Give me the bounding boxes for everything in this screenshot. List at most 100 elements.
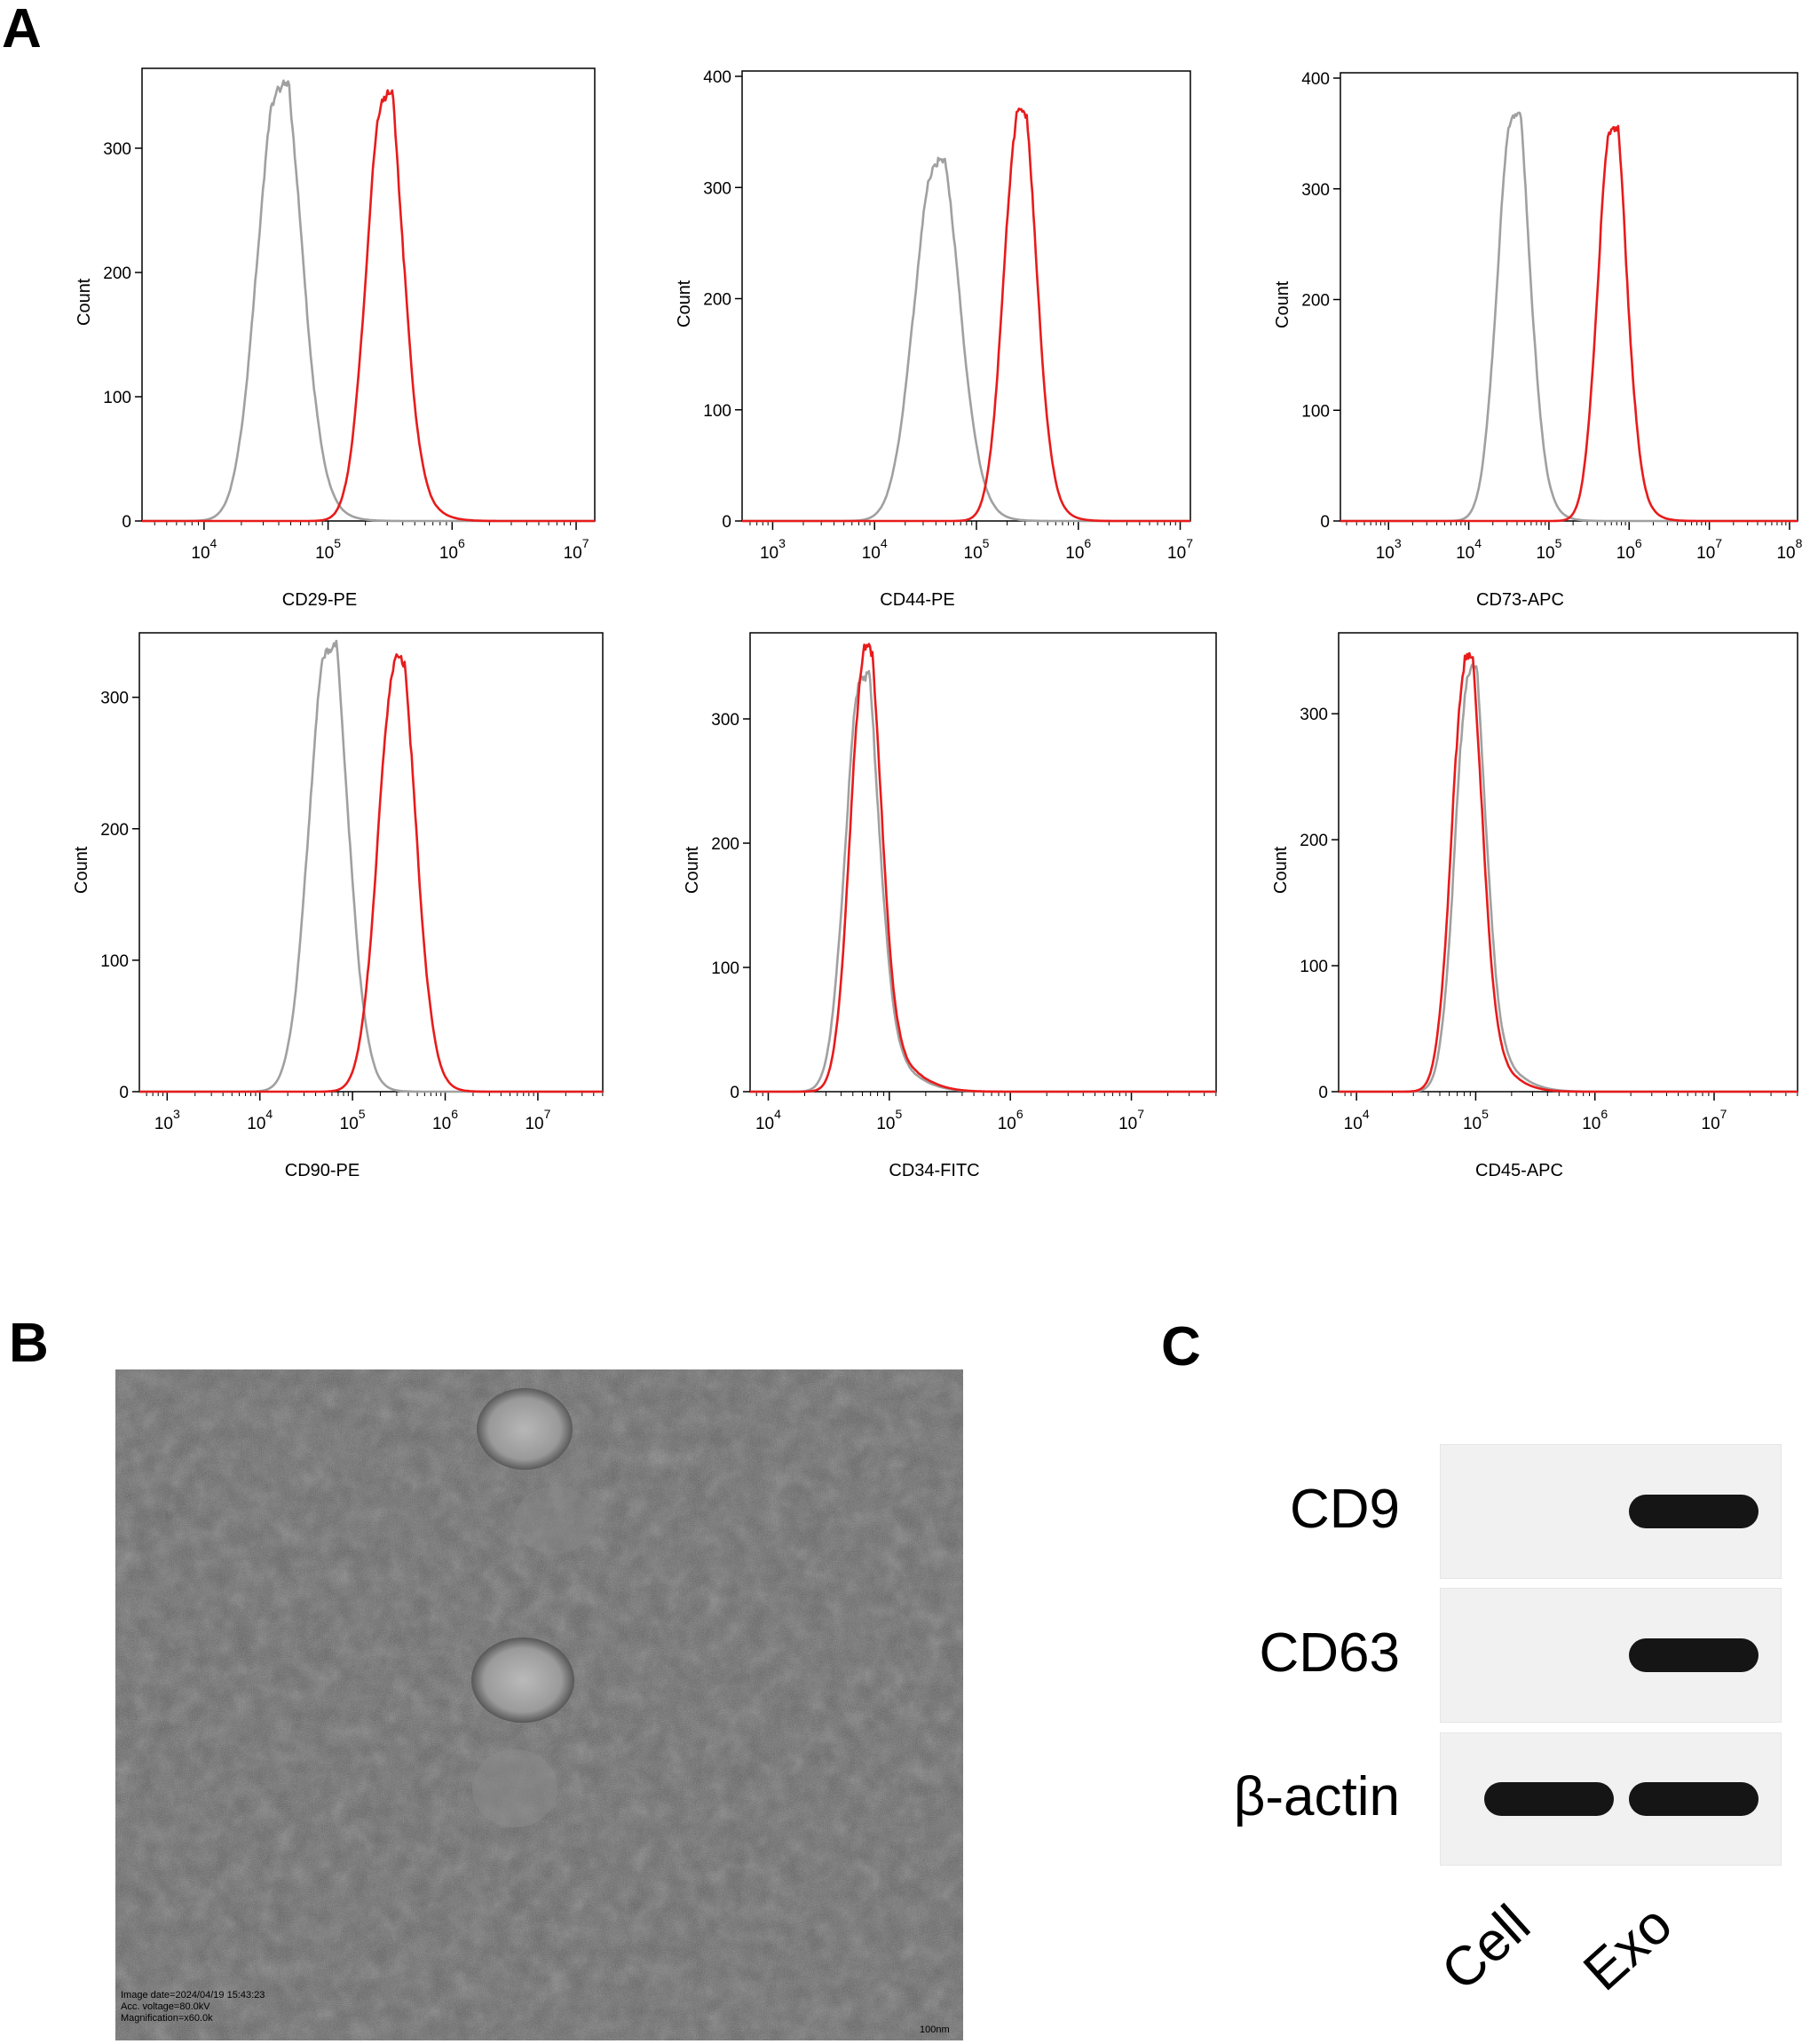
x-tick-label: 107: [1167, 536, 1193, 563]
plot-frame: [741, 70, 1191, 522]
histogram-svg: 0 100 200 300 104 105 106 107: [711, 632, 1217, 1133]
x-tick-label: 106: [998, 1107, 1024, 1133]
blot-row-label: β-actin: [1233, 1766, 1400, 1827]
tem-date: Image date=2024/04/19 15:43:23: [121, 1990, 265, 2001]
histogram-svg: 0 100 200 300 104 105 106 107: [103, 67, 596, 563]
x-axis-label: CD29-PE: [281, 590, 358, 610]
sample-histogram-line: [139, 653, 603, 1093]
x-tick-label: 106: [1582, 1107, 1608, 1133]
panel-letter-b: B: [9, 1313, 49, 1374]
x-tick-label: 108: [1776, 536, 1802, 563]
sample-histogram-line: [1339, 651, 1798, 1093]
histogram-cd34-fitc: 0 100 200 300 104 105 106 107 Count CD34-FITC: [670, 615, 1225, 1189]
blot-row-label: CD9: [1289, 1479, 1400, 1540]
histogram-cd73-apc: 0 100 200 300 400 103 104 105 106 107 108 Count CD73…: [1261, 55, 1802, 619]
y-tick-label: 0: [722, 513, 731, 532]
y-tick-label: 300: [1301, 181, 1330, 200]
histogram-svg: 0 100 200 300 104 105 106 107: [1300, 632, 1798, 1133]
x-tick-label: 105: [876, 1107, 902, 1133]
x-tick-label: 105: [1536, 536, 1561, 563]
blot-band: [1484, 1782, 1614, 1816]
control-histogram-line: [139, 639, 603, 1093]
blot-row-label: CD63: [1259, 1622, 1400, 1684]
x-tick-label: 103: [154, 1107, 180, 1133]
blot-band: [1629, 1638, 1759, 1672]
tem-voltage: Acc. voltage=80.0kV: [121, 2001, 210, 2012]
x-axis-label: CD73-APC: [1476, 590, 1564, 610]
y-tick-label: 200: [100, 821, 129, 840]
y-tick-label: 100: [103, 389, 131, 407]
y-tick-label: 400: [1301, 70, 1330, 89]
y-tick-label: 0: [122, 513, 131, 532]
sample-histogram-line: [750, 643, 1216, 1093]
blot-strip-1: [1440, 1444, 1782, 1579]
x-tick-label: 104: [1344, 1107, 1370, 1133]
panel-letter-a: A: [2, 0, 42, 59]
x-tick-label: 105: [315, 536, 341, 563]
y-tick-label: 100: [100, 952, 129, 971]
plot-frame: [138, 632, 604, 1093]
tem-metadata: Image date=2024/04/19 15:43:23 Acc. volt…: [121, 1990, 265, 2024]
x-tick-label: 104: [1456, 536, 1482, 563]
x-axis-label: CD45-APC: [1475, 1161, 1563, 1180]
control-histogram-line: [142, 79, 595, 523]
x-tick-label: 104: [247, 1107, 273, 1133]
y-tick-label: 100: [703, 402, 731, 421]
x-tick-label: 105: [964, 536, 990, 563]
x-tick-label: 107: [1702, 1107, 1727, 1133]
x-tick-label: 105: [340, 1107, 366, 1133]
tem-magnification: Magnification=x60.0k: [121, 2013, 213, 2024]
x-tick-label: 103: [760, 536, 786, 563]
blot-band: [1629, 1495, 1759, 1528]
blot-strip-2: [1440, 1588, 1782, 1723]
y-tick-label: 100: [1300, 958, 1328, 976]
x-tick-label: 107: [525, 1107, 550, 1133]
y-axis-label: Count: [1271, 846, 1291, 894]
x-tick-label: 106: [432, 1107, 458, 1133]
y-tick-label: 300: [100, 690, 129, 708]
x-tick-label: 104: [862, 536, 888, 563]
y-tick-label: 100: [711, 959, 739, 978]
control-histogram-line: [750, 669, 1216, 1093]
sample-histogram-line: [142, 89, 595, 523]
control-histogram-line: [1340, 111, 1798, 523]
x-tick-label: 105: [1463, 1107, 1489, 1133]
y-tick-label: 0: [1320, 513, 1330, 532]
x-tick-label: 106: [1616, 536, 1642, 563]
y-tick-label: 300: [103, 140, 131, 159]
x-tick-label: 103: [1376, 536, 1402, 563]
plot-frame: [1338, 632, 1798, 1093]
blot-strip-3: [1440, 1732, 1782, 1866]
x-tick-label: 106: [1065, 536, 1091, 563]
blot-lane-label: Cell: [1430, 1893, 1542, 2003]
y-axis-label: Count: [72, 846, 91, 894]
x-tick-label: 104: [191, 536, 217, 563]
y-axis-label: Count: [675, 280, 694, 328]
sample-histogram-line: [742, 107, 1190, 523]
x-tick-label: 107: [564, 536, 589, 563]
x-tick-label: 107: [1118, 1107, 1144, 1133]
y-tick-label: 100: [1301, 402, 1330, 421]
y-tick-label: 200: [711, 835, 739, 854]
y-tick-label: 300: [703, 179, 731, 198]
y-tick-label: 0: [1318, 1084, 1328, 1102]
histogram-cd90-pe: 0 100 200 300 103 104 105 106 107 Count CD90-PE: [59, 615, 612, 1189]
y-axis-label: Count: [1273, 280, 1292, 328]
x-tick-label: 106: [439, 536, 465, 563]
sample-histogram-line: [1340, 124, 1798, 523]
panel-letter-c: C: [1161, 1316, 1201, 1377]
y-tick-label: 200: [703, 291, 731, 310]
y-tick-label: 300: [711, 711, 739, 730]
histogram-svg: 0 100 200 300 400 103 104 105 106 107: [703, 68, 1193, 563]
x-tick-label: 107: [1696, 536, 1722, 563]
exosome-vesicle: [514, 1487, 596, 1554]
control-histogram-line: [1339, 662, 1798, 1093]
histogram-cd45-apc: 0 100 200 300 104 105 106 107 Count CD45-APC: [1259, 615, 1802, 1189]
exosome-vesicle: [472, 1749, 557, 1827]
tem-micrograph: [115, 1369, 963, 2040]
blot-lane-label: Exo: [1572, 1893, 1684, 2003]
x-axis-label: CD44-PE: [880, 590, 955, 610]
y-axis-label: Count: [683, 846, 702, 894]
control-histogram-line: [742, 156, 1190, 523]
y-tick-label: 0: [119, 1084, 129, 1102]
